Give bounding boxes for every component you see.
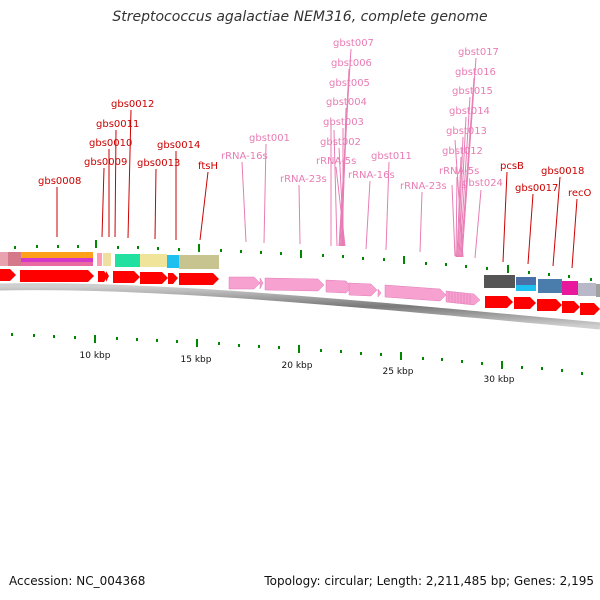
rna-label-gbst012: gbst012 bbox=[442, 146, 483, 157]
rna-label-gbst007: gbst007 bbox=[333, 38, 374, 49]
gene-label-recO: recO bbox=[568, 188, 592, 199]
feature-labels: gbs0008 gbs0009 gbs0010 gbs0011 gbs0012 … bbox=[38, 38, 592, 199]
inner-tick-row bbox=[11, 333, 583, 375]
rna-label-gbst015: gbst015 bbox=[452, 86, 493, 97]
feature-boxes bbox=[0, 252, 600, 297]
scale-label-25kbp: 25 kbp bbox=[383, 367, 414, 377]
outer-tick-row bbox=[14, 240, 592, 281]
map-title: Streptococcus agalactiae NEM316, complet… bbox=[112, 9, 488, 25]
gene-label-gbs0017: gbs0017 bbox=[515, 183, 558, 194]
genome-stats-text: Topology: circular; Length: 2,211,485 bp… bbox=[264, 574, 594, 588]
scale-labels: 10 kbp 15 kbp 20 kbp 25 kbp 30 kbp bbox=[80, 351, 515, 385]
rna-label-rrna5s-b: rRNA-5s bbox=[439, 166, 479, 177]
rna-label-gbst001: gbst001 bbox=[249, 133, 290, 144]
rna-label-gbst002: gbst002 bbox=[320, 137, 361, 148]
rna-label-gbst013: gbst013 bbox=[446, 126, 487, 137]
gene-label-gbs0011: gbs0011 bbox=[96, 119, 139, 130]
rna-label-rrna5s-a: rRNA-5s bbox=[316, 156, 356, 167]
rna-label-gbst003: gbst003 bbox=[323, 117, 364, 128]
scale-label-30kbp: 30 kbp bbox=[484, 375, 515, 385]
rna-label-gbst016: gbst016 bbox=[455, 67, 496, 78]
gene-label-gbs0008: gbs0008 bbox=[38, 176, 81, 187]
cds-arrows bbox=[0, 269, 600, 315]
rna-label-gbst006: gbst006 bbox=[331, 58, 372, 69]
genome-backbone bbox=[0, 283, 600, 330]
scale-label-15kbp: 15 kbp bbox=[181, 355, 212, 365]
gene-leader-lines bbox=[56, 109, 578, 269]
rna-label-rrna23s-a: rRNA-23s bbox=[280, 174, 327, 185]
gene-label-gbs0014: gbs0014 bbox=[157, 140, 200, 151]
rna-label-gbst004: gbst004 bbox=[326, 97, 367, 108]
gene-label-pcsB: pcsB bbox=[500, 161, 524, 172]
scale-label-20kbp: 20 kbp bbox=[282, 361, 313, 371]
rna-label-gbst011: gbst011 bbox=[371, 151, 412, 162]
gene-label-gbs0009: gbs0009 bbox=[84, 157, 127, 168]
rna-label-rrna23s-b: rRNA-23s bbox=[400, 181, 447, 192]
trna-hatch bbox=[448, 292, 471, 304]
rna-label-gbst014: gbst014 bbox=[449, 106, 490, 117]
gene-label-gbs0012: gbs0012 bbox=[111, 99, 154, 110]
gene-label-gbs0010: gbs0010 bbox=[89, 138, 132, 149]
rna-label-gbst005: gbst005 bbox=[329, 78, 370, 89]
scale-label-10kbp: 10 kbp bbox=[80, 351, 111, 361]
rna-label-gbst024: gbst024 bbox=[462, 178, 503, 189]
rna-label-rrna16s-a: rRNA-16s bbox=[221, 151, 268, 162]
rna-label-gbst017: gbst017 bbox=[458, 47, 499, 58]
gene-label-gbs0018: gbs0018 bbox=[541, 166, 584, 177]
rna-arrows bbox=[228, 276, 481, 306]
rna-leader-lines bbox=[241, 48, 482, 259]
accession-text: Accession: NC_004368 bbox=[9, 574, 146, 588]
gene-label-ftsH: ftsH bbox=[198, 161, 218, 172]
gene-label-gbs0013: gbs0013 bbox=[137, 158, 180, 169]
rna-label-rrna16s-b: rRNA-16s bbox=[348, 170, 395, 181]
